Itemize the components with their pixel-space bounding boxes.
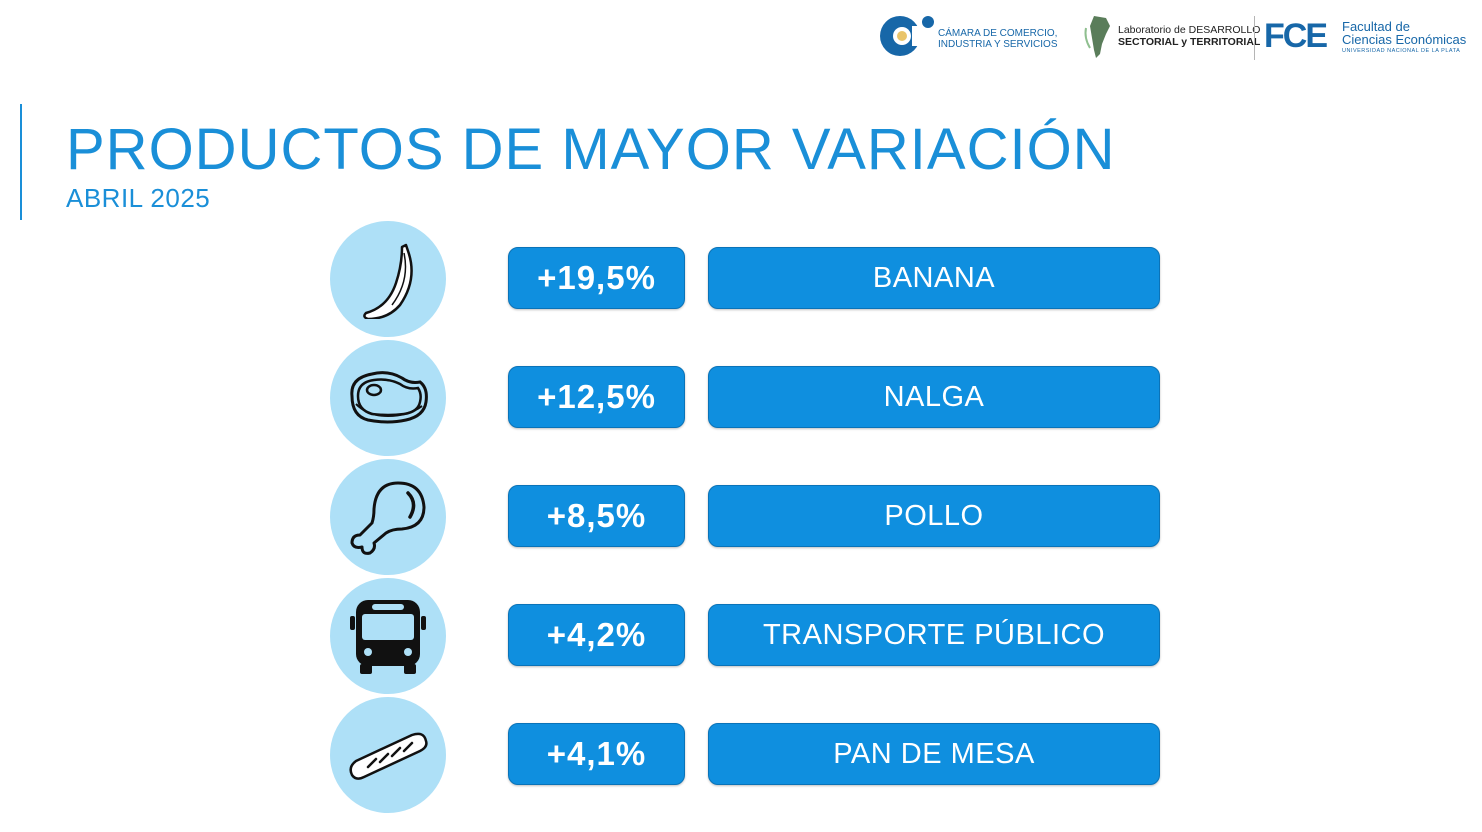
product-name: TRANSPORTE PÚBLICO <box>708 604 1160 666</box>
logos-bar: CÁMARA DE COMERCIO, INDUSTRIA Y SERVICIO… <box>876 12 1476 62</box>
page-subtitle: ABRIL 2025 <box>66 183 211 213</box>
laboratorio-logo-line2: SECTORIAL y TERRITORIAL <box>1118 36 1261 48</box>
variation-badge: +4,2% <box>508 604 685 666</box>
product-name: NALGA <box>708 366 1160 428</box>
page-title: PRODUCTOS DE MAYOR VARIACIÓN <box>66 117 1116 182</box>
title-accent-line <box>20 104 22 220</box>
banana-icon <box>363 243 413 319</box>
fce-logo-mark: FCE <box>1264 17 1328 55</box>
laboratorio-logo-line1: Laboratorio de DESARROLLO <box>1118 24 1261 36</box>
bus-icon-circle <box>330 578 446 694</box>
product-row: +8,5% POLLO <box>0 459 1482 575</box>
banana-icon-circle <box>330 221 446 337</box>
camara-logo-icon <box>880 16 934 56</box>
product-row: +4,2% TRANSPORTE PÚBLICO <box>0 578 1482 694</box>
logo-divider <box>1254 16 1255 60</box>
variation-badge: +19,5% <box>508 247 685 309</box>
camara-logo-line1: CÁMARA DE COMERCIO, <box>938 28 1058 39</box>
camara-logo: CÁMARA DE COMERCIO, INDUSTRIA Y SERVICIO… <box>876 12 1061 62</box>
product-row: +4,1% PAN DE MESA <box>0 697 1482 813</box>
variation-badge: +8,5% <box>508 485 685 547</box>
bread-icon-circle <box>330 697 446 813</box>
fce-logo-line3: UNIVERSIDAD NACIONAL DE LA PLATA <box>1342 48 1461 54</box>
camara-logo-line2: INDUSTRIA Y SERVICIOS <box>938 39 1058 50</box>
product-name: POLLO <box>708 485 1160 547</box>
chicken-icon-circle <box>330 459 446 575</box>
variation-badge: +4,1% <box>508 723 685 785</box>
product-row: +19,5% BANANA <box>0 221 1482 337</box>
fce-logo-line2: Ciencias Económicas <box>1342 32 1467 47</box>
meat-icon-circle <box>330 340 446 456</box>
fce-logo: FCE Facultad de Ciencias Económicas UNIV… <box>1264 12 1476 62</box>
product-name: PAN DE MESA <box>708 723 1160 785</box>
laboratorio-logo: Laboratorio de DESARROLLO SECTORIAL y TE… <box>1082 12 1260 62</box>
meat-steak-icon <box>350 371 428 424</box>
bus-icon <box>350 600 426 674</box>
argentina-map-icon <box>1084 16 1110 58</box>
product-name: BANANA <box>708 247 1160 309</box>
fce-logo-line1: Facultad de <box>1342 19 1410 34</box>
variation-badge: +12,5% <box>508 366 685 428</box>
bread-loaf-icon <box>349 732 428 780</box>
chicken-leg-icon <box>350 481 426 555</box>
product-row: +12,5% NALGA <box>0 340 1482 456</box>
